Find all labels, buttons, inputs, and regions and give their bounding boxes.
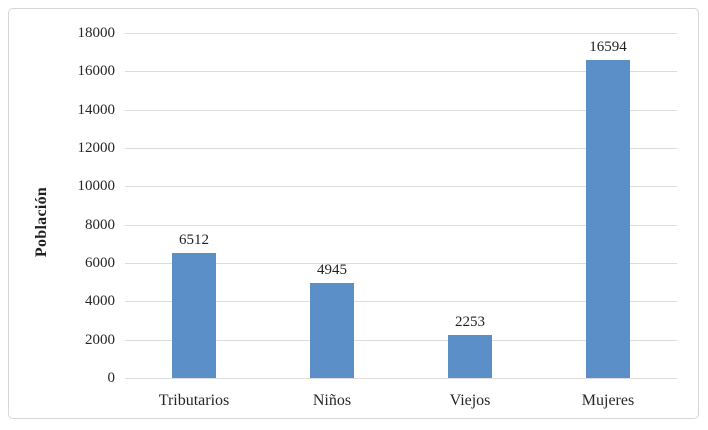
category-label: Mujeres [581,392,635,409]
bar-mujeres [586,60,630,378]
gridline-2000 [125,340,677,341]
gridline-6000 [125,263,677,264]
category-label: Viejos [449,392,491,409]
bar-value-label: 4945 [317,262,347,278]
y-tick-label: 4000 [85,293,115,309]
y-tick-label: 10000 [77,178,116,194]
y-tick-label: 8000 [85,217,115,233]
bar-niños [310,283,354,378]
bar-tributarios [172,253,216,378]
y-tick-label: 12000 [77,140,116,156]
bar-value-label: 16594 [589,39,627,55]
gridline-4000 [125,301,677,302]
bar-viejos [448,335,492,378]
bar-value-label: 2253 [455,314,485,330]
y-tick-label: 14000 [77,102,116,118]
y-tick-label: 18000 [77,25,116,41]
gridline-12000 [125,148,677,149]
category-label: Tributarios [158,392,230,409]
gridline-16000 [125,71,677,72]
y-tick-label: 0 [107,370,116,386]
gridline-0 [125,378,677,379]
gridline-10000 [125,186,677,187]
gridline-8000 [125,225,677,226]
gridline-14000 [125,110,677,111]
y-tick-label: 6000 [85,255,115,271]
bar-value-label: 6512 [179,232,209,248]
gridline-18000 [125,33,677,34]
y-axis-title: Población [33,186,50,258]
y-tick-label: 16000 [77,63,116,79]
category-label: Niños [312,392,352,409]
y-tick-label: 2000 [85,332,115,348]
